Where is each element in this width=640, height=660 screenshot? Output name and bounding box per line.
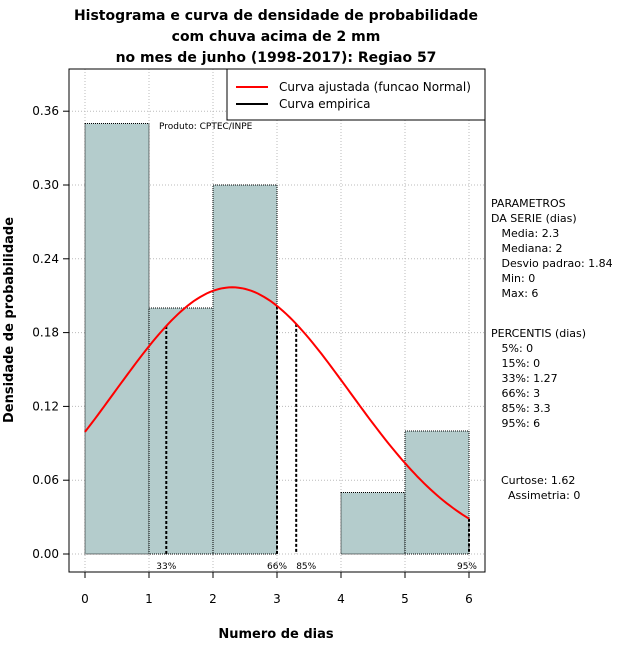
histogram-bar <box>212 184 278 555</box>
side-panel-line: Assimetria: 0 <box>501 489 581 502</box>
percentile-label: 66% <box>267 562 287 572</box>
histogram-bar <box>340 492 406 555</box>
side-panel-line: 33%: 1.27 <box>491 372 558 385</box>
normal-curve <box>84 286 470 520</box>
side-panel-line: PERCENTIS (dias) <box>491 327 587 340</box>
side-panel-line: 66%: 3 <box>491 387 541 400</box>
side-panel-line: Mediana: 2 <box>491 242 563 255</box>
fitted-curve <box>84 286 470 520</box>
parametros-panel: PARAMETROS DA SERIE (dias) Media: 2.3 Med… <box>491 196 613 301</box>
side-panel-line: DA SERIE (dias) <box>491 212 577 225</box>
source-note: Produto: CPTEC/INPE <box>159 122 253 132</box>
legend: Curva ajustada (funcao Normal) Curva empi… <box>226 68 486 121</box>
shape-stats-panel: Curtose: 1.62 Assimetria: 0 <box>501 473 580 503</box>
side-panel-line: Min: 0 <box>491 272 536 285</box>
percentile-label: 85% <box>296 562 316 572</box>
side-panel-line: 5%: 0 <box>491 342 534 355</box>
histogram-bars <box>84 123 470 555</box>
percentile-label: 95% <box>457 562 477 572</box>
x-tick-label: 2 <box>209 592 217 606</box>
y-axis-title: Densidade de probabilidade <box>2 217 17 423</box>
legend-label: Curva ajustada (funcao Normal) <box>279 80 471 94</box>
percentis-panel: PERCENTIS (dias) 5%: 0 15%: 0 33%: 1.27 … <box>491 326 586 431</box>
y-tick-label: 0.06 <box>32 473 59 487</box>
percentile-lines: 33% 66% 85% 95% <box>156 305 477 572</box>
y-tick-label: 0.36 <box>32 104 59 118</box>
y-tick-label: 0.00 <box>32 547 59 561</box>
histogram-bar <box>404 430 470 555</box>
x-tick-label: 4 <box>337 592 345 606</box>
y-tick-label: 0.18 <box>32 326 59 340</box>
axes: 0 1 2 3 4 5 6 0.00 0.06 0.12 0.18 0.24 0.30 0.36 <box>32 104 473 606</box>
side-panel-line: 85%: 3.3 <box>491 402 551 415</box>
y-tick-label: 0.24 <box>32 252 59 266</box>
percentile-label: 33% <box>156 562 176 572</box>
side-panel-line: 15%: 0 <box>491 357 541 370</box>
x-tick-label: 3 <box>273 592 281 606</box>
y-tick-label: 0.30 <box>32 178 59 192</box>
title-line: com chuva acima de 2 mm <box>172 29 381 45</box>
title-line: Histograma e curva de densidade de proba… <box>74 8 478 24</box>
legend-box <box>226 68 486 121</box>
side-panel-line: PARAMETROS <box>491 197 566 210</box>
histogram-bar <box>84 123 150 555</box>
side-panel-line: Media: 2.3 <box>491 227 560 240</box>
chart-title: Histograma e curva de densidade de proba… <box>74 8 478 66</box>
y-tick-label: 0.12 <box>32 399 59 413</box>
x-tick-label: 5 <box>401 592 409 606</box>
side-panel-line: 95%: 6 <box>491 417 541 430</box>
side-panel-line: Curtose: 1.62 <box>501 474 576 487</box>
histogram-bar <box>148 307 214 555</box>
side-panel-line: Desvio padrao: 1.84 <box>491 257 613 270</box>
x-tick-label: 1 <box>145 592 153 606</box>
legend-label: Curva empirica <box>279 97 370 111</box>
x-axis-title: Numero de dias <box>218 627 334 642</box>
side-panel-line: Max: 6 <box>491 287 539 300</box>
title-line: no mes de junho (1998-2017): Regiao 57 <box>116 50 437 66</box>
x-tick-label: 0 <box>81 592 89 606</box>
x-tick-label: 6 <box>465 592 473 606</box>
